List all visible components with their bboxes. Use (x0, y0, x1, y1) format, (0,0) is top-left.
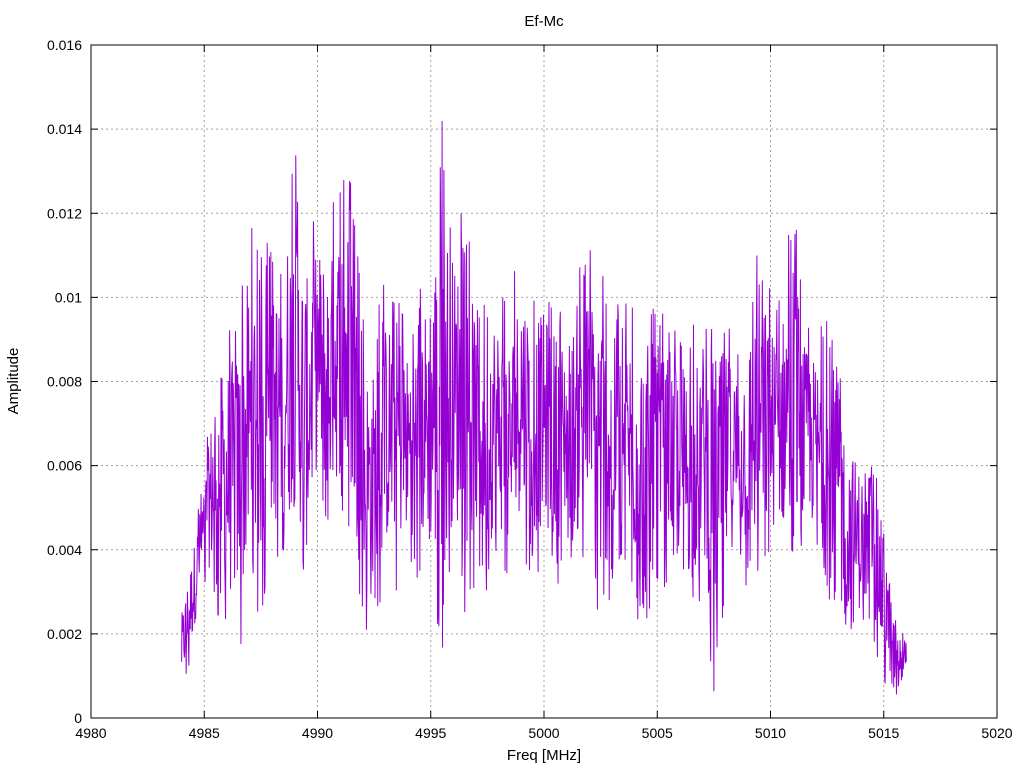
y-tick-label: 0.016 (47, 37, 82, 53)
x-tick-label: 5020 (981, 725, 1012, 741)
y-tick-label: 0.01 (55, 289, 82, 305)
x-tick-label: 5000 (528, 725, 559, 741)
y-axis-title: Amplitude (5, 348, 22, 415)
amplitude-series-line (181, 120, 907, 695)
y-tick-label: 0 (74, 710, 82, 726)
x-axis-title: Freq [MHz] (507, 747, 581, 764)
x-tick-label: 5005 (642, 725, 673, 741)
x-tick-label: 4995 (415, 725, 446, 741)
y-tick-label: 0.012 (47, 205, 82, 221)
y-tick-label: 0.004 (47, 542, 82, 558)
y-tick-label: 0.006 (47, 458, 82, 474)
x-tick-label: 5010 (755, 725, 786, 741)
y-tick-label: 0.008 (47, 374, 82, 390)
x-tick-label: 4980 (75, 725, 106, 741)
tick-label-layer: 4980 4985 4990 4995 5000 5005 5010 5015 5020 0 0.0… (47, 37, 1013, 741)
series-layer (181, 120, 907, 695)
x-tick-label: 4985 (189, 725, 220, 741)
y-tick-label: 0.014 (47, 121, 82, 137)
tick-layer (90, 44, 998, 719)
chart-title: Ef-Mc (524, 13, 564, 30)
x-tick-label: 4990 (302, 725, 333, 741)
x-tick-label: 5015 (868, 725, 899, 741)
y-tick-label: 0.002 (47, 626, 82, 642)
